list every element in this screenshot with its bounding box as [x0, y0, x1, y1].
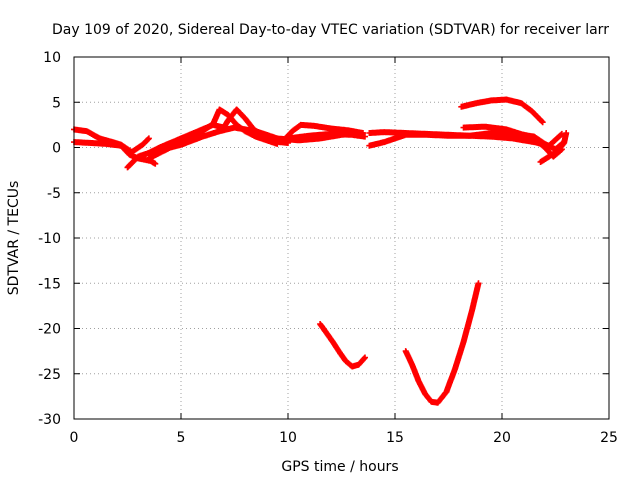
- x-tick-label: 5: [177, 430, 186, 446]
- x-tick-label: 0: [70, 430, 79, 446]
- y-tick-label: 5: [52, 95, 61, 111]
- chart-title: Day 109 of 2020, Sidereal Day-to-day VTE…: [52, 22, 609, 38]
- series-arc-f: [280, 121, 366, 144]
- y-tick-label: 10: [43, 50, 61, 66]
- x-axis-label: GPS time / hours: [281, 459, 398, 475]
- series-arc-l: [458, 96, 546, 126]
- series-markers: [402, 280, 482, 406]
- series-markers: [317, 321, 368, 370]
- x-tick-label: 25: [600, 430, 618, 446]
- y-axis-label: SDTVAR / TECUs: [6, 181, 22, 296]
- series-markers: [280, 121, 366, 144]
- x-tick-label: 20: [493, 430, 511, 446]
- series-markers: [537, 130, 570, 165]
- axis-ticks: 0 5 10 15 20 25 10 5 0 -5 -10 -15 -20 -25 -30: [38, 50, 618, 446]
- series-arc-k: [537, 130, 570, 165]
- series-arc-n: [402, 280, 482, 406]
- series-arc-m: [317, 321, 368, 370]
- x-tick-label: 15: [386, 430, 404, 446]
- y-tick-label: -30: [38, 412, 61, 428]
- y-tick-label: -25: [38, 367, 61, 383]
- series-markers: [285, 130, 368, 142]
- y-tick-label: -15: [38, 276, 61, 292]
- y-tick-label: -10: [38, 231, 61, 247]
- grid-lines: [74, 57, 609, 419]
- y-tick-label: -20: [38, 322, 61, 338]
- data-series: [71, 96, 570, 406]
- y-tick-label: -5: [47, 186, 61, 202]
- series-markers: [458, 96, 546, 126]
- series-arc-g: [285, 130, 368, 142]
- x-tick-label: 10: [279, 430, 297, 446]
- y-tick-label: 0: [52, 141, 61, 157]
